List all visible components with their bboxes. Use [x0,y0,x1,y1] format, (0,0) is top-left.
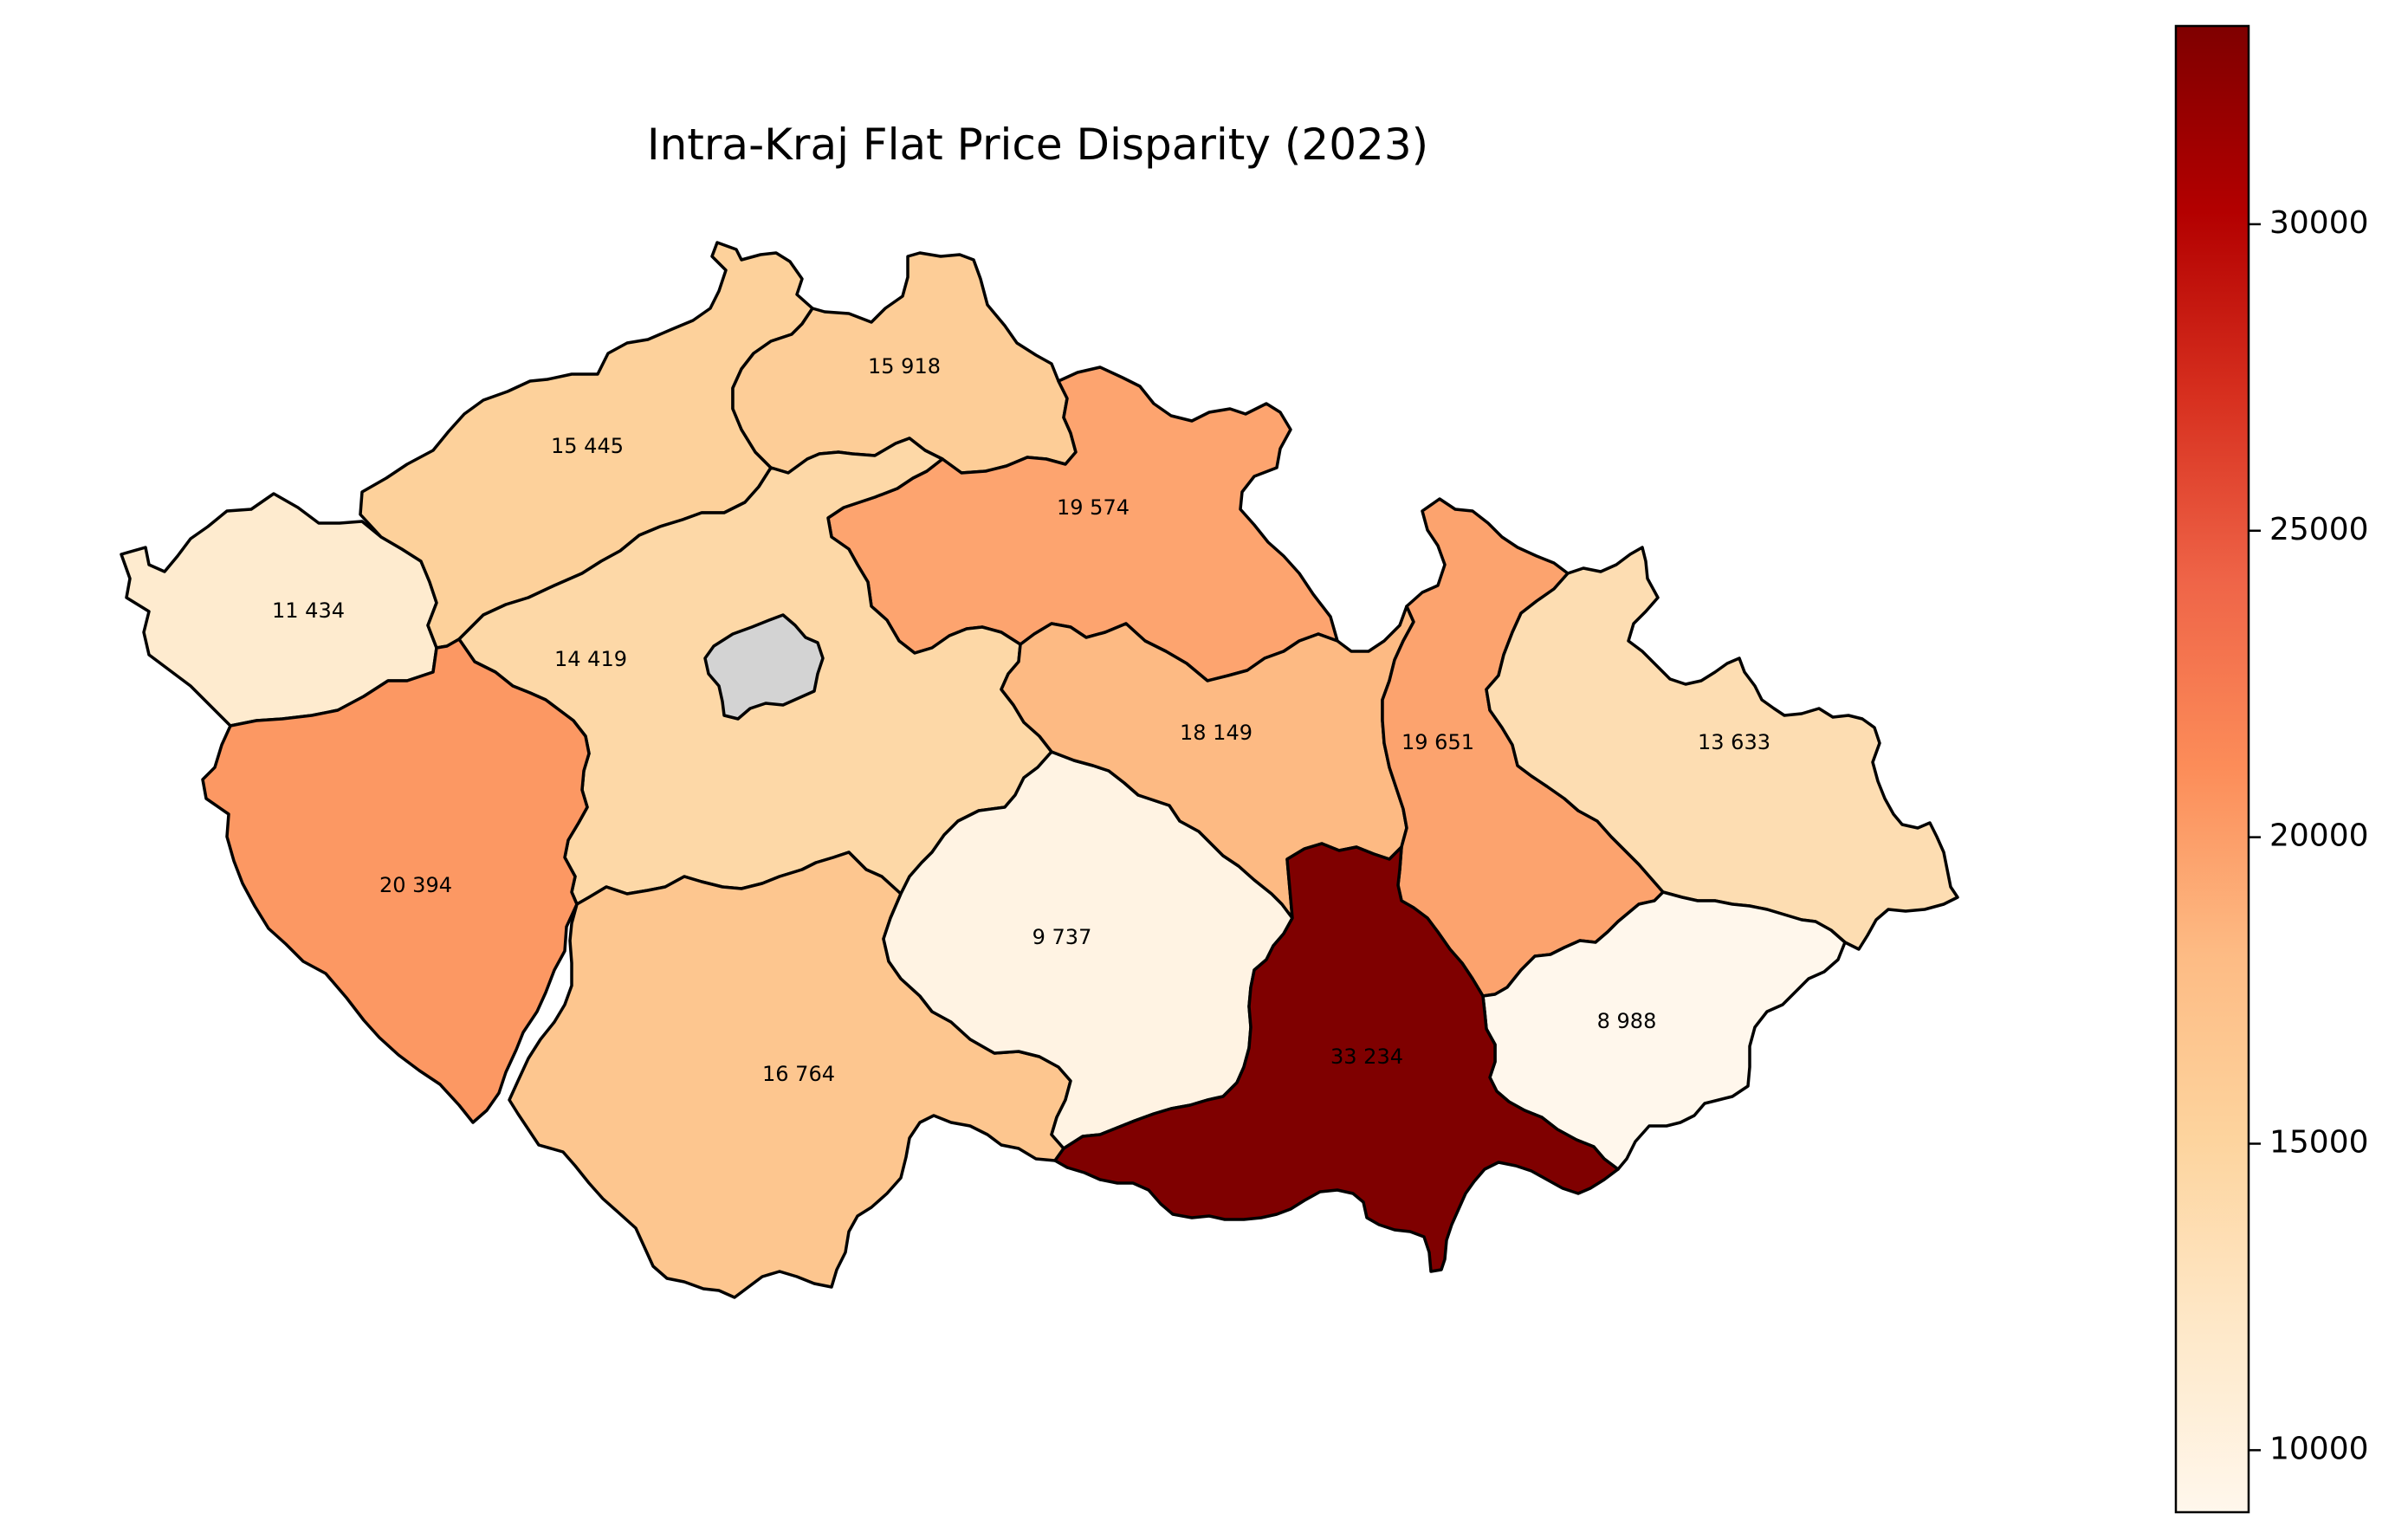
map-title: Intra-Kraj Flat Price Disparity (2023) [647,120,1428,170]
region-label-moravskoslezsky: 13 633 [1698,730,1770,754]
region-praha[interactable] [703,613,825,721]
colorbar-ticks: 10000 15000 20000 25000 30000 [2249,205,2369,1466]
region-label-stredocesky: 14 419 [554,647,627,671]
region-label-vysocina: 9 737 [1032,925,1092,949]
region-label-olomoucky: 19 651 [1401,730,1474,754]
region-label-pardubicky: 18 149 [1180,721,1253,745]
colorbar-tick-label: 10000 [2269,1431,2369,1466]
region-labels: 11 434 15 445 15 918 19 574 14 419 20 39… [272,354,1770,1086]
region-label-plzensky: 20 394 [379,873,452,897]
colorbar: 10000 15000 20000 25000 30000 [2174,24,2369,1514]
colorbar-tick-label: 30000 [2269,205,2369,241]
colorbar-tick-label: 20000 [2269,818,2369,854]
region-label-jihomoravsky: 33 234 [1330,1045,1403,1069]
region-jihocesky[interactable] [508,851,1072,1299]
colorbar-tick-label: 25000 [2269,512,2369,547]
region-label-karlovarsky: 11 434 [272,598,345,623]
regions-layer [120,241,1959,1299]
colorbar-tick-label: 15000 [2269,1125,2369,1161]
colorbar-gradient [2174,24,2250,1514]
region-plzensky[interactable] [201,637,591,1124]
region-label-kralovehradecky: 19 574 [1057,495,1130,520]
region-label-zlinsky: 8 988 [1597,1009,1657,1033]
region-label-ustecky: 15 445 [551,434,624,458]
region-label-jihocesky: 16 764 [762,1062,835,1086]
region-label-liberecky: 15 918 [868,354,941,378]
region-moravskoslezsky[interactable] [1485,546,1959,951]
region-jihomoravsky[interactable] [1053,842,1620,1273]
